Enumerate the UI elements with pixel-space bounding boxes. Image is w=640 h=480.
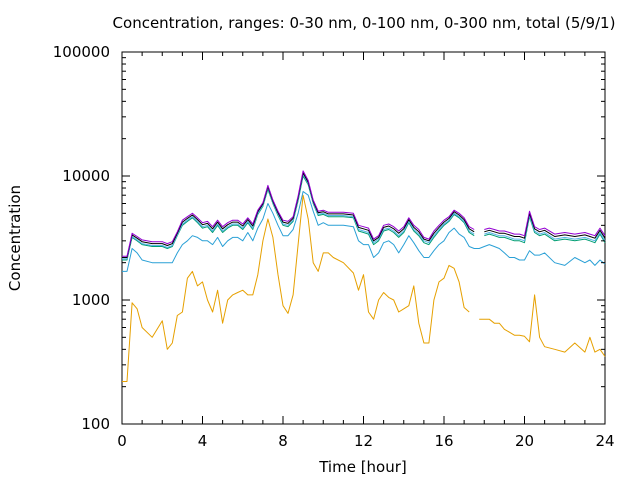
x-tick-label: 24 (595, 432, 614, 450)
x-tick-label: 0 (117, 432, 127, 450)
y-axis-label: Concentration (6, 185, 24, 291)
y-tick-label: 10000 (62, 167, 110, 185)
y-tick-label: 1000 (72, 291, 110, 309)
chart-title: Concentration, ranges: 0-30 nm, 0-100 nm… (113, 14, 616, 32)
y-tick-label: 100 (81, 415, 110, 433)
series-layer (122, 170, 606, 382)
series-line-5 (122, 170, 606, 257)
x-tick-label: 8 (278, 432, 288, 450)
plot-frame (121, 51, 606, 425)
x-tick-label: 12 (354, 432, 373, 450)
series-line-0 (122, 194, 606, 382)
x-tick-label: 4 (198, 432, 208, 450)
x-axis: 0 4 8 12 16 20 24 (117, 52, 615, 450)
x-tick-label: 20 (515, 432, 534, 450)
y-axis: 100 1000 10000 100000 (53, 43, 605, 433)
y-tick-label: 100000 (53, 43, 110, 61)
x-tick-label: 16 (434, 432, 453, 450)
series-line-1 (122, 191, 606, 272)
x-axis-label: Time [hour] (318, 458, 407, 476)
plot-area (121, 51, 606, 425)
